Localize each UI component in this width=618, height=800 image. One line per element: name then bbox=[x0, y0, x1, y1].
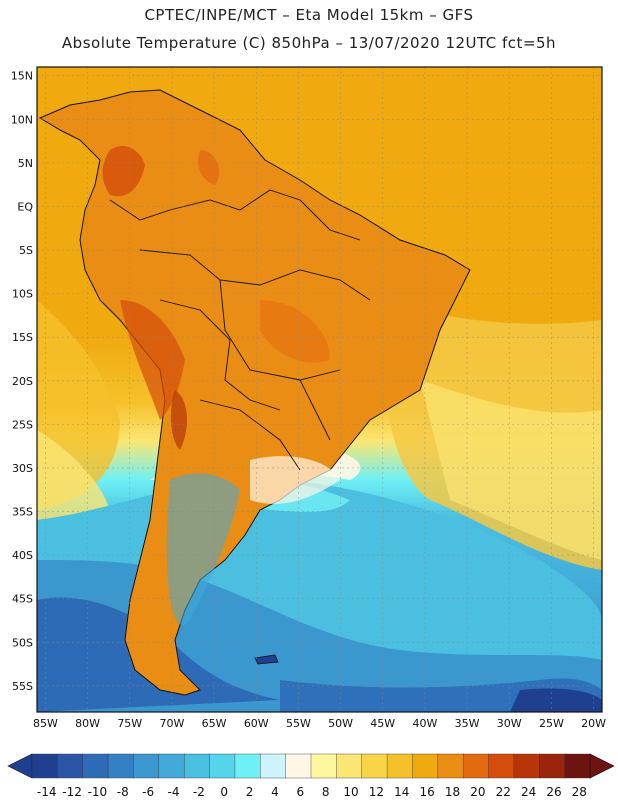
latitude-labels: 15N 10N 5N EQ 5S 10S 15S 20S 25S 30S 35S 40S 45S 50S 5… bbox=[11, 70, 34, 693]
colorbar-tick-label: 12 bbox=[369, 785, 384, 799]
colorbar-tick-label: -8 bbox=[117, 785, 129, 799]
colorbar-tick-label: -12 bbox=[62, 785, 82, 799]
lat-label: 55S bbox=[12, 680, 33, 693]
lon-label: 25W bbox=[539, 717, 564, 730]
colorbar-swatch bbox=[336, 753, 363, 779]
lat-label: 45S bbox=[12, 593, 33, 606]
lat-label: 10S bbox=[12, 288, 33, 301]
colorbar-tick-label: 14 bbox=[394, 785, 409, 799]
colorbar-tick-label: -2 bbox=[193, 785, 205, 799]
temperature-field bbox=[37, 67, 602, 712]
colorbar-swatch bbox=[386, 753, 414, 779]
map-frame bbox=[36, 66, 603, 713]
colorbar-swatch bbox=[437, 753, 464, 779]
lat-label: 5S bbox=[19, 244, 33, 257]
colorbar-swatch bbox=[107, 753, 135, 779]
colorbar-swatch bbox=[462, 753, 490, 779]
lon-label: 30W bbox=[497, 717, 522, 730]
colorbar-swatch bbox=[82, 753, 109, 779]
lon-label: 85W bbox=[33, 717, 58, 730]
chart-title: CPTEC/INPE/MCT – Eta Model 15km – GFS bbox=[144, 6, 474, 24]
colorbar-swatch bbox=[361, 753, 388, 779]
colorbar-tick-label: 0 bbox=[220, 785, 228, 799]
colorbar-tick-label: 16 bbox=[419, 785, 434, 799]
colorbar-tick-label: 24 bbox=[521, 785, 536, 799]
longitude-labels: 85W 80W 75W 70W 65W 60W 55W 50W 45W 40W 35W 30W 25W 2… bbox=[33, 717, 606, 730]
colorbar-tick-label: 28 bbox=[572, 785, 587, 799]
colorbar-swatch bbox=[310, 753, 338, 779]
lat-label: 50S bbox=[12, 636, 33, 649]
lon-label: 45W bbox=[370, 717, 395, 730]
colorbar-tick-label: 10 bbox=[343, 785, 358, 799]
lat-label: 30S bbox=[12, 462, 33, 475]
colorbar-tick-label: 20 bbox=[470, 785, 485, 799]
colorbar-tick-label: -6 bbox=[142, 785, 154, 799]
lat-label: 20S bbox=[12, 375, 33, 388]
lon-label: 50W bbox=[328, 717, 353, 730]
colorbar-swatch bbox=[513, 753, 540, 779]
colorbar-swatch bbox=[564, 753, 591, 779]
colorbar bbox=[7, 753, 615, 779]
lon-label: 75W bbox=[117, 717, 142, 730]
lon-label: 60W bbox=[244, 717, 269, 730]
colorbar-min-arrow bbox=[7, 753, 33, 779]
colorbar-tick-label: -4 bbox=[168, 785, 180, 799]
lat-label: 40S bbox=[12, 549, 33, 562]
colorbar-swatch bbox=[158, 753, 185, 779]
lon-label: 40W bbox=[412, 717, 437, 730]
colorbar-tick-label: 8 bbox=[322, 785, 330, 799]
colorbar-tick-label: 2 bbox=[246, 785, 254, 799]
colorbar-tick-label: -10 bbox=[88, 785, 108, 799]
colorbar-tick-label: 26 bbox=[546, 785, 561, 799]
colorbar-tick-label: 6 bbox=[296, 785, 304, 799]
chart-subtitle: Absolute Temperature (C) 850hPa – 13/07/… bbox=[61, 34, 557, 52]
colorbar-swatch bbox=[133, 753, 160, 779]
colorbar-tick-label: 18 bbox=[445, 785, 460, 799]
lat-label: EQ bbox=[17, 200, 33, 213]
colorbar-max-arrow bbox=[589, 753, 615, 779]
colorbar-tick-label: -14 bbox=[37, 785, 57, 799]
lat-label: 15N bbox=[11, 70, 33, 83]
lon-label: 35W bbox=[455, 717, 480, 730]
lon-label: 55W bbox=[286, 717, 311, 730]
colorbar-swatch bbox=[539, 753, 566, 779]
colorbar-swatch bbox=[31, 753, 59, 779]
lon-label: 20W bbox=[581, 717, 606, 730]
lon-label: 65W bbox=[202, 717, 227, 730]
colorbar-labels: -14 -12 -10 -8 -6 -4 -2 0 2 4 6 8 10 12 14 16 18 20 22 24 26… bbox=[37, 785, 587, 799]
lat-label: 15S bbox=[12, 331, 33, 344]
colorbar-swatch bbox=[57, 753, 84, 779]
lat-label: 10N bbox=[11, 113, 33, 126]
colorbar-swatch bbox=[260, 753, 287, 779]
colorbar-swatch bbox=[234, 753, 261, 779]
lat-label: 5N bbox=[18, 157, 33, 170]
colorbar-tick-label: 4 bbox=[271, 785, 279, 799]
colorbar-swatch bbox=[285, 753, 312, 779]
lon-label: 70W bbox=[159, 717, 184, 730]
colorbar-swatch bbox=[488, 753, 515, 779]
colorbar-swatch bbox=[209, 753, 236, 779]
colorbar-swatch bbox=[412, 753, 439, 779]
colorbar-swatch bbox=[183, 753, 211, 779]
lat-label: 25S bbox=[12, 418, 33, 431]
lat-label: 35S bbox=[12, 506, 33, 519]
lon-label: 80W bbox=[75, 717, 100, 730]
colorbar-tick-label: 22 bbox=[496, 785, 511, 799]
